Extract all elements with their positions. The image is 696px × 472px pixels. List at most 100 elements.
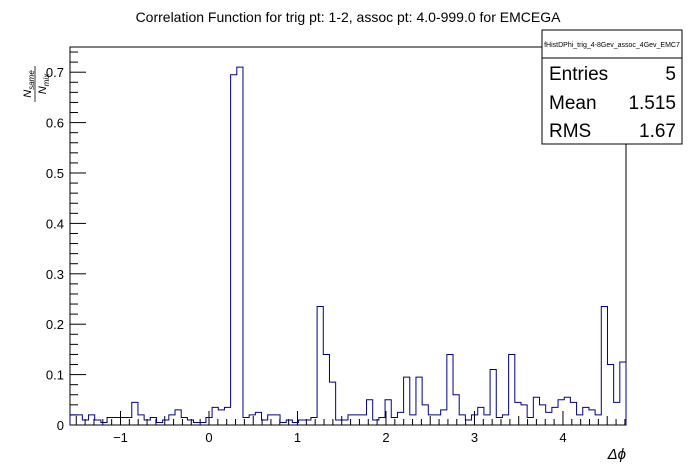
histogram-bin [496, 417, 502, 425]
histogram-bin [607, 365, 613, 425]
histogram-bin [379, 417, 385, 425]
y-axis-label: Nsame Nmix [22, 66, 51, 102]
x-axis-tick-labels: −1 0 1 2 3 4 [113, 430, 566, 445]
histogram-bin [342, 420, 348, 425]
histogram-bin [70, 415, 76, 425]
histogram-bin [218, 410, 224, 425]
stats-entries-value: 5 [665, 64, 676, 85]
chart-title: Correlation Function for trig pt: 1-2, a… [136, 9, 562, 25]
stats-rms-label: RMS [549, 121, 591, 142]
histogram-bin [255, 412, 261, 425]
histogram-bin [583, 407, 589, 425]
x-tick-label: 2 [382, 430, 389, 445]
y-tick-label: 0.7 [46, 65, 64, 80]
y-axis-label-numerator-sub: same [27, 70, 36, 90]
x-tick-label: 3 [471, 430, 478, 445]
histogram-bin [274, 415, 280, 425]
histogram-bin [336, 420, 342, 425]
histogram-bin [95, 420, 101, 425]
stats-box-frame [541, 29, 683, 145]
histogram-bin [484, 415, 490, 425]
stats-mean-label: Mean [549, 93, 597, 114]
histogram-bin [502, 415, 508, 425]
stats-mean-value: 1.515 [628, 93, 676, 114]
histogram-bin [76, 415, 82, 425]
histogram-bin [422, 405, 428, 425]
histogram-bin [577, 415, 583, 425]
y-tick-label: 0.6 [46, 116, 64, 131]
stats-entries-label: Entries [549, 64, 608, 85]
histogram-bin [163, 420, 169, 425]
x-tick-label: 4 [559, 430, 566, 445]
y-tick-label: 0.3 [46, 267, 64, 282]
histogram-bin [453, 395, 459, 425]
histogram-bin [367, 400, 373, 425]
svg-text:Nsame: Nsame [22, 70, 36, 98]
histogram-bin [620, 362, 626, 425]
stats-box: fHistDPhi_trig_4-8Gev_assoc_4Gev_EMC7 En… [541, 29, 683, 145]
histogram-bin [305, 420, 311, 425]
histogram-bin [459, 415, 465, 425]
histogram-bin [187, 420, 193, 425]
histogram-bin [113, 417, 119, 425]
histogram-bin [527, 417, 533, 425]
histogram-bin [138, 415, 144, 425]
histogram-bin [323, 354, 329, 425]
y-axis-label-denominator: N [37, 86, 49, 94]
histogram-bin [175, 410, 181, 425]
stats-rms-value: 1.67 [639, 121, 676, 142]
histogram-bin [224, 407, 230, 425]
histogram-bin [416, 377, 422, 425]
x-tick-label: −1 [113, 430, 128, 445]
stats-box-name: fHistDPhi_trig_4-8Gev_assoc_4Gev_EMC7 [544, 42, 680, 49]
histogram-bin [521, 405, 527, 425]
histogram-bin [465, 420, 471, 425]
histogram-bin [317, 307, 323, 425]
histogram-bin [515, 402, 521, 425]
y-axis-label-numerator: N [22, 90, 34, 98]
histogram-bin [286, 420, 292, 425]
histogram-bin [441, 410, 447, 425]
plot-frame [69, 46, 627, 426]
histogram-bin [212, 407, 218, 425]
histogram-bin [552, 407, 558, 425]
y-axis-ticks [70, 51, 86, 426]
y-tick-label: 0.5 [46, 166, 64, 181]
histogram-bin [546, 412, 552, 425]
x-tick-label: 1 [294, 430, 301, 445]
y-tick-label: 0.1 [46, 368, 64, 383]
x-axis-label: Δϕ [607, 446, 626, 463]
histogram-bin [373, 420, 379, 425]
histogram-bin [490, 370, 496, 425]
histogram-bin [601, 307, 607, 425]
svg-text:Nmix: Nmix [37, 73, 51, 94]
histogram-step-line [69, 66, 627, 425]
histogram-bin [397, 412, 403, 425]
y-tick-label: 0 [57, 418, 64, 433]
x-axis-ticks [75, 411, 626, 425]
histogram-bin [509, 354, 515, 425]
histogram-bin [299, 420, 305, 425]
y-axis-tick-labels: 0 0.1 0.2 0.3 0.4 0.5 0.6 0.7 [46, 65, 64, 433]
y-tick-label: 0.4 [46, 216, 64, 231]
histogram-bin [126, 417, 132, 425]
histogram-bin [434, 415, 440, 425]
histogram-bin [237, 67, 243, 425]
histogram-bin [311, 417, 317, 425]
histogram-bin [428, 415, 434, 425]
histogram-bin [564, 397, 570, 425]
x-tick-label: 0 [205, 430, 212, 445]
histogram-bin [249, 415, 255, 425]
histogram-bin [132, 402, 138, 425]
histogram-bin [348, 415, 354, 425]
histogram-bin [360, 415, 366, 425]
histogram-bin [329, 382, 335, 425]
histogram-bin [614, 402, 620, 425]
histogram-bin [447, 354, 453, 425]
histogram-bin [107, 417, 113, 425]
histogram-bin [231, 75, 237, 425]
y-axis-label-denominator-sub: mix [42, 73, 51, 86]
histogram-bin [404, 377, 410, 425]
y-tick-label: 0.2 [46, 317, 64, 332]
